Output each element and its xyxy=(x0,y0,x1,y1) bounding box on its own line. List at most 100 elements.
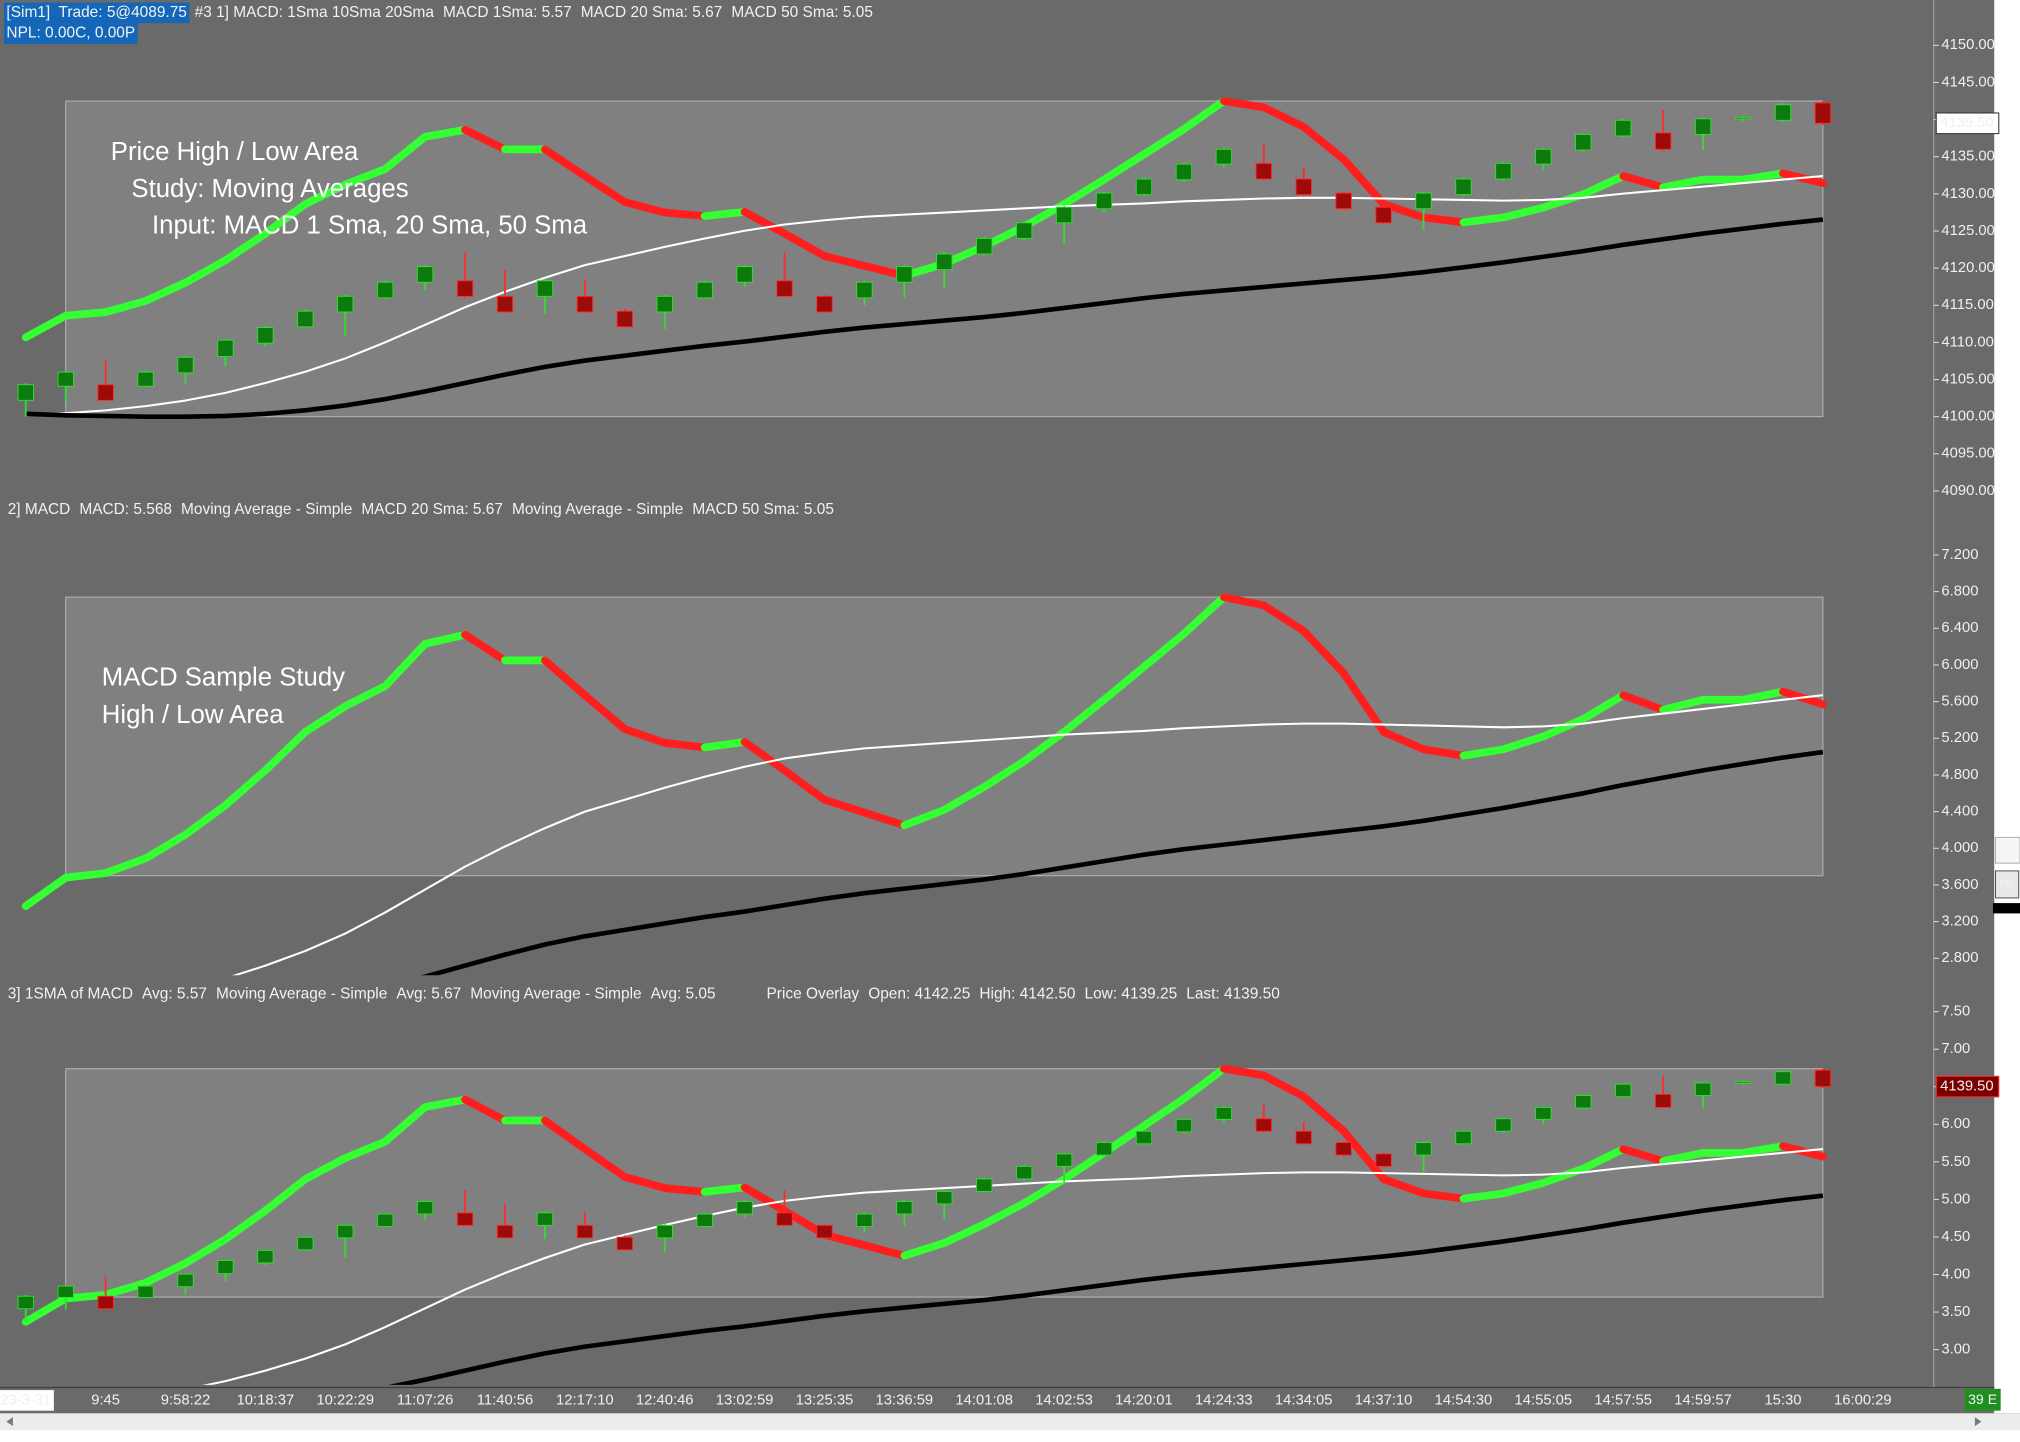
x-tick-label: 14:02:53 xyxy=(1035,1392,1093,1408)
average-line xyxy=(232,694,1824,976)
candle-body xyxy=(297,310,314,328)
candle-body xyxy=(1335,1142,1352,1156)
macd-line xyxy=(1219,593,1468,760)
macd-line xyxy=(1659,687,1787,714)
macd-line xyxy=(541,656,709,752)
candle-body xyxy=(1255,1118,1272,1132)
candle-body xyxy=(736,1201,753,1215)
annotation: Price High / Low Area xyxy=(111,138,359,166)
side-bar xyxy=(1992,903,2020,914)
account-badge-text: [Sim1] Trade: 5@4089.75 xyxy=(6,4,186,21)
y-tick-label: 2.800 xyxy=(1941,950,1978,966)
y-tick-label: 4110.00 xyxy=(1941,334,1993,350)
x-tick-label: 9:45 xyxy=(91,1392,120,1408)
scrollbar[interactable] xyxy=(0,1413,2020,1431)
side-widget[interactable] xyxy=(1995,870,2020,899)
candle-body xyxy=(1415,1142,1432,1156)
last-price-box xyxy=(1935,112,2000,135)
average-line xyxy=(25,175,1823,417)
x-tick-label: 14:01:08 xyxy=(955,1392,1013,1408)
candle-body xyxy=(856,281,873,299)
candle-body xyxy=(1175,1118,1193,1133)
y-tick-label: 4105.00 xyxy=(1941,371,1994,387)
account-badge-text: NPL: 0.00C, 0.00P xyxy=(6,25,135,42)
macd-line xyxy=(21,125,469,342)
x-tick-label: 14:24:33 xyxy=(1195,1392,1253,1408)
y-tick-label: 6.800 xyxy=(1941,584,1978,600)
candle-body xyxy=(1615,1083,1632,1098)
candle-body xyxy=(337,295,354,313)
y-tick-label: 4.800 xyxy=(1941,767,1978,783)
macd-line xyxy=(1619,691,1668,714)
legend-entry: Price Overlay xyxy=(767,986,860,1003)
candle-body xyxy=(776,1212,793,1226)
last-price-label: 4139.50 xyxy=(1940,115,1993,131)
y-tick-label: 4120.00 xyxy=(1941,260,1994,276)
candle-body xyxy=(856,1213,873,1227)
average-line xyxy=(202,1148,1823,1385)
y-tick-label: 6.000 xyxy=(1941,657,1978,673)
y-tick-label: 4115.00 xyxy=(1941,297,1993,313)
y-tick-label: 5.600 xyxy=(1941,694,1978,710)
macd-line xyxy=(1619,172,1668,192)
candle-body xyxy=(536,280,554,297)
legend-entry: MACD 20 Sma: 5.67 xyxy=(581,4,723,21)
macd-line xyxy=(21,630,469,910)
macd-line xyxy=(1459,691,1628,760)
legend-entry: MACD 1Sma: 5.57 xyxy=(443,4,572,21)
last-price-label: 4139.50 xyxy=(1940,1078,1993,1094)
legend-entry: MACD: 5.568 xyxy=(79,501,172,518)
candle-body xyxy=(1774,1071,1792,1085)
y-tick-label: 5.50 xyxy=(1941,1154,1970,1170)
scroll-right[interactable] xyxy=(1974,1417,1982,1427)
candle-body xyxy=(257,327,274,344)
candle-body xyxy=(1055,1153,1073,1167)
candle-body xyxy=(97,384,114,401)
legend-entry: Low: 4139.25 xyxy=(1085,986,1178,1003)
legend-entry: MACD 50 Sma: 5.05 xyxy=(731,4,873,21)
side-widget-label: Cor xyxy=(2001,845,2018,856)
candle-body xyxy=(17,1295,34,1310)
legend-entry: Moving Average - Simple xyxy=(216,986,387,1003)
candle-body xyxy=(1375,206,1392,224)
average-line xyxy=(25,217,1824,419)
legend-entry: MACD 50 Sma: 5.05 xyxy=(692,501,834,518)
y-tick-label: 4130.00 xyxy=(1941,186,1994,202)
x-tick-label: 13:25:35 xyxy=(796,1392,854,1408)
candle-body xyxy=(217,1260,234,1275)
candle-body xyxy=(1575,133,1592,151)
legend-entry: Open: 4142.25 xyxy=(868,986,970,1003)
x-tick-label: 10:18:37 xyxy=(237,1392,295,1408)
y-tick-label: 7.200 xyxy=(1941,547,1978,563)
candle-body xyxy=(1055,206,1073,224)
macd-line xyxy=(700,1183,749,1196)
labels-layer: 4090.00 4095.00 4100.00 4105.00 4110.00 4115.… xyxy=(0,2,2000,1411)
candle-body xyxy=(1654,1093,1672,1108)
y-tick-label: 3.600 xyxy=(1941,877,1978,893)
candle-body xyxy=(1335,192,1352,210)
side-widget-label: Ptr xyxy=(1999,879,2013,890)
x-tick-label: 12:17:10 xyxy=(556,1392,614,1408)
annotation: Study: Moving Averages xyxy=(131,175,408,203)
candle-body xyxy=(177,1273,194,1288)
candle-body xyxy=(416,1201,434,1215)
y-tick-label: 4095.00 xyxy=(1941,446,1994,462)
average-line xyxy=(421,749,1824,976)
x-tick-label: 14:34:05 xyxy=(1275,1392,1333,1408)
bottom-edge xyxy=(0,1430,2020,1442)
macd-pane xyxy=(21,593,1827,976)
annotation: MACD Sample Study xyxy=(102,664,345,692)
x-tick-label: 9:58:22 xyxy=(161,1392,210,1408)
candle-body xyxy=(57,371,74,387)
candle-body xyxy=(1215,1106,1233,1120)
side-widget[interactable] xyxy=(1995,836,2020,864)
legend-entry: Moving Average - Simple xyxy=(181,501,352,518)
scroll-left[interactable] xyxy=(6,1417,13,1427)
x-tick-label: 14:54:30 xyxy=(1435,1392,1493,1408)
macd-line xyxy=(1219,1064,1468,1203)
candle-body xyxy=(337,1224,354,1239)
candle-body xyxy=(1015,1165,1033,1180)
status-text: 39 E xyxy=(1968,1392,1997,1408)
candle-body xyxy=(776,280,793,297)
